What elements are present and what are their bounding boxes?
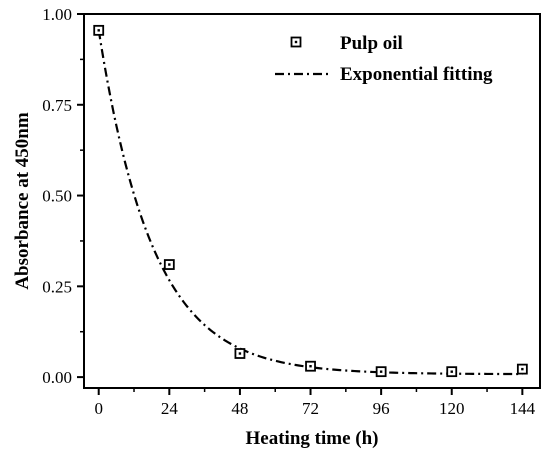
point-layer [93, 24, 528, 378]
data-point-center [521, 367, 524, 371]
x-axis-ticks: 0 24 48 72 96 120 144 [94, 388, 536, 418]
legend: Pulp oil Exponential fitting [275, 33, 493, 85]
legend-label-pulp-oil: Pulp oil [340, 33, 403, 54]
x-axis-label: Heating time (h) [246, 428, 379, 449]
y-tick-label: 0.00 [42, 368, 72, 387]
data-point-center [379, 370, 383, 373]
data-point-center [309, 365, 312, 368]
x-tick-label: 24 [161, 399, 179, 418]
y-tick-label: 0.50 [42, 187, 72, 206]
data-point-center [168, 263, 171, 266]
x-tick-label: 48 [231, 399, 248, 418]
plot-frame [83, 13, 541, 389]
legend-marker-center [294, 40, 298, 44]
x-tick-label: 120 [439, 399, 465, 418]
y-tick-label: 0.25 [42, 277, 72, 296]
y-axis-ticks: 0.00 0.25 0.50 0.75 1.00 [42, 5, 84, 387]
y-tick-label: 0.75 [42, 96, 72, 115]
x-tick-label: 0 [94, 399, 103, 418]
data-point-center [450, 370, 453, 373]
x-tick-label: 144 [510, 399, 536, 418]
legend-label-exponential-fitting: Exponential fitting [340, 64, 493, 85]
data-point-center [238, 352, 242, 355]
y-axis-label: Absorbance at 450nm [12, 112, 33, 290]
x-tick-label: 96 [373, 399, 390, 418]
data-point-center [97, 29, 100, 32]
y-tick-label: 1.00 [42, 5, 72, 24]
x-tick-label: 72 [302, 399, 319, 418]
axes [83, 13, 541, 389]
